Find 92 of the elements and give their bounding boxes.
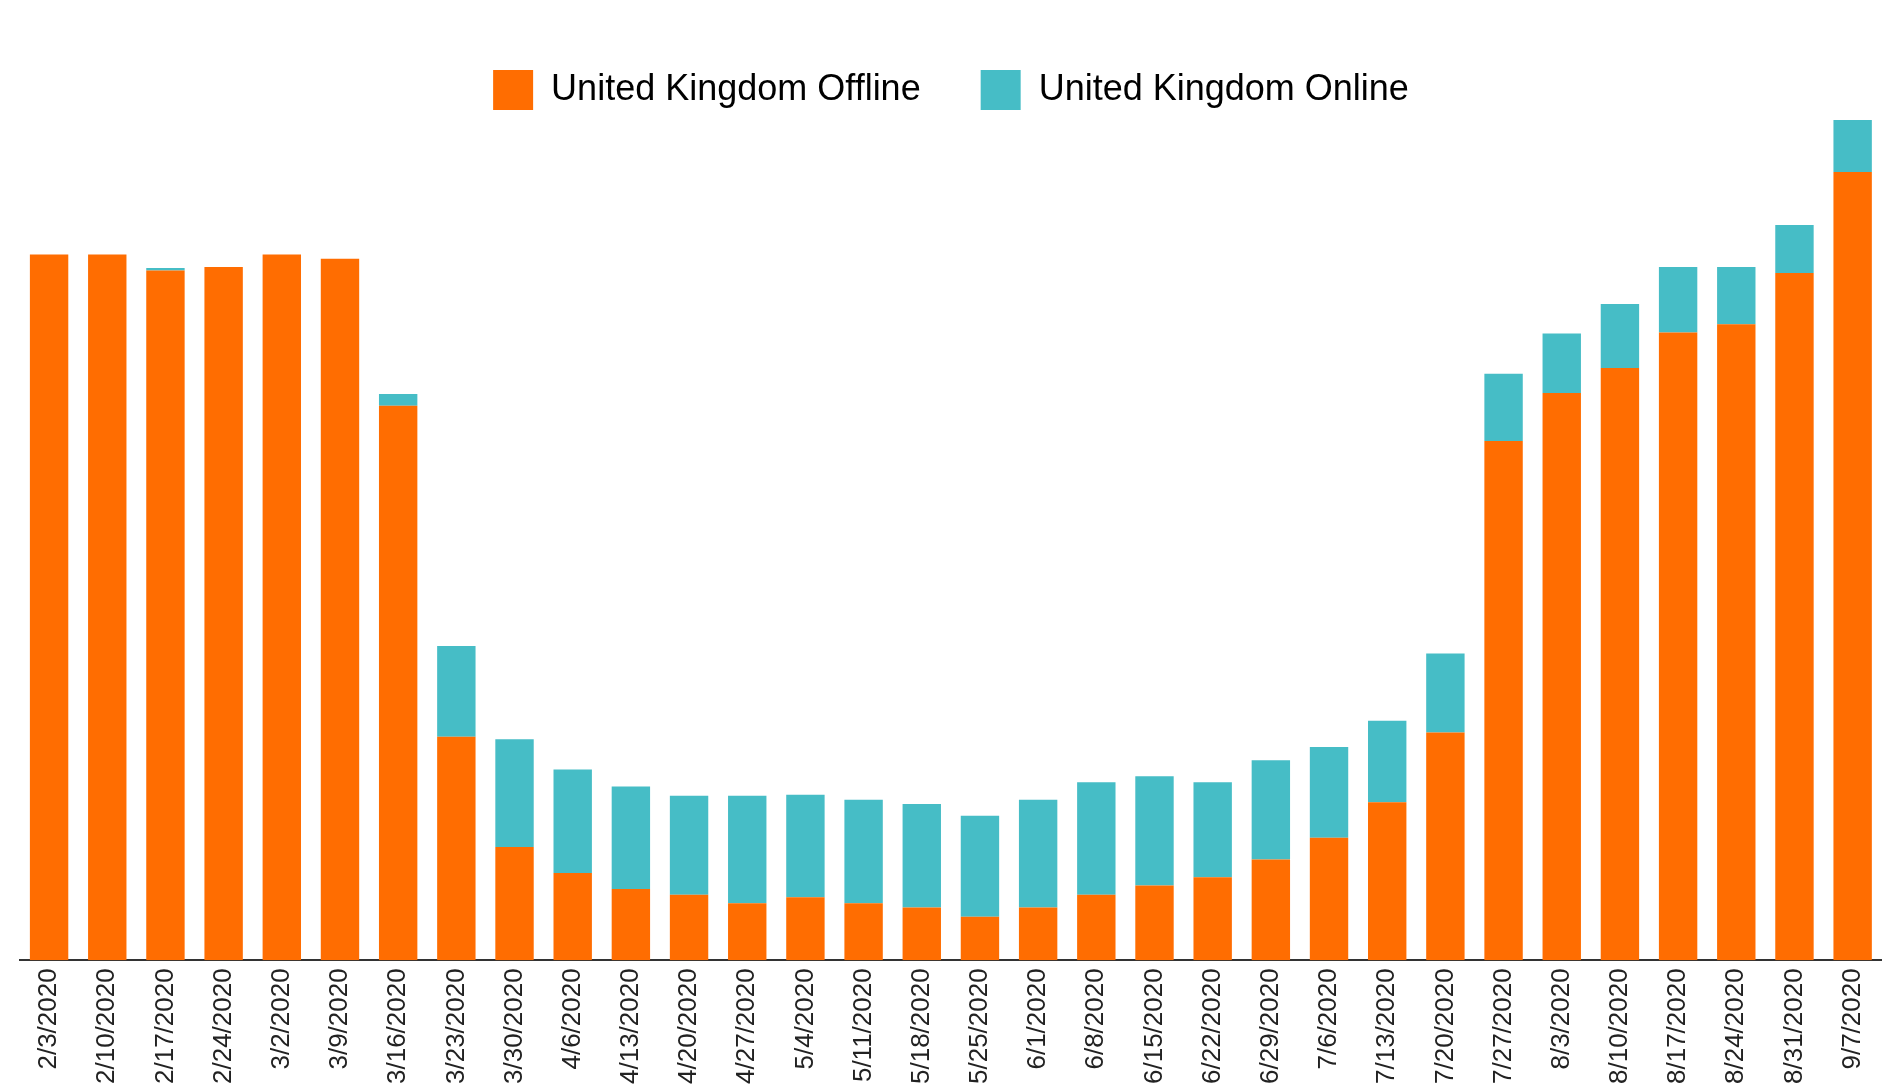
- bar: [1542, 333, 1581, 394]
- x-tick-label: 4/27/2020: [730, 968, 761, 1084]
- bar: [1717, 324, 1756, 961]
- x-tick-label: 8/17/2020: [1661, 968, 1692, 1084]
- x-tick-label: 6/29/2020: [1254, 968, 1285, 1084]
- bar: [1426, 732, 1465, 961]
- bar: [728, 903, 767, 961]
- bar: [1658, 332, 1698, 961]
- bar: [437, 646, 476, 737]
- bar: [1600, 367, 1640, 961]
- bar: [1484, 373, 1523, 442]
- bar: [1717, 267, 1756, 325]
- x-tick-label: 8/31/2020: [1777, 968, 1808, 1084]
- bar: [902, 804, 941, 908]
- bar: [1368, 720, 1407, 803]
- legend-label: United Kingdom Online: [1038, 66, 1409, 108]
- x-tick-label: 3/23/2020: [439, 968, 470, 1084]
- bar: [902, 907, 941, 961]
- x-tick-label: 7/6/2020: [1312, 968, 1343, 1070]
- x-tick-label: 5/25/2020: [963, 968, 994, 1084]
- bar: [1309, 746, 1349, 838]
- bar: [1309, 837, 1349, 961]
- bar: [1193, 877, 1232, 961]
- bar: [786, 794, 825, 898]
- x-tick-label: 5/18/2020: [904, 968, 935, 1084]
- bar: [495, 739, 534, 847]
- bar: [1077, 782, 1116, 895]
- bar: [437, 736, 476, 961]
- x-tick-label: 3/9/2020: [323, 968, 354, 1070]
- bar: [204, 267, 243, 961]
- bar: [960, 815, 1000, 917]
- bar: [728, 795, 767, 904]
- bar: [960, 916, 1000, 961]
- bar: [378, 405, 418, 961]
- bar: [1600, 304, 1640, 368]
- bar: [1484, 441, 1523, 961]
- x-tick-label: 7/13/2020: [1370, 968, 1401, 1084]
- bar: [844, 903, 883, 961]
- bar: [1077, 894, 1116, 961]
- x-tick-label: 2/17/2020: [148, 968, 179, 1084]
- x-tick-label: 6/8/2020: [1079, 968, 1110, 1070]
- x-tick-label: 8/24/2020: [1719, 968, 1750, 1084]
- bar: [29, 254, 69, 961]
- bar: [495, 846, 534, 961]
- x-tick-label: 7/20/2020: [1428, 968, 1459, 1084]
- bar: [1833, 172, 1872, 961]
- x-tick-label: 8/10/2020: [1603, 968, 1634, 1084]
- x-tick-label: 9/7/2020: [1835, 968, 1866, 1070]
- bar: [1542, 393, 1581, 961]
- bar: [669, 894, 709, 961]
- x-tick-label: 4/20/2020: [672, 968, 703, 1084]
- legend-label: United Kingdom Offline: [551, 66, 921, 108]
- bar: [262, 254, 302, 961]
- bar: [1135, 776, 1174, 886]
- x-tick-label: 8/3/2020: [1544, 968, 1575, 1070]
- bar: [1018, 907, 1058, 961]
- bar: [1426, 653, 1465, 733]
- x-tick-label: 2/10/2020: [90, 968, 121, 1084]
- bar: [1135, 885, 1174, 961]
- bar: [1018, 799, 1058, 908]
- x-tick-label: 5/11/2020: [846, 968, 877, 1083]
- x-tick-label: 3/30/2020: [497, 968, 528, 1084]
- x-tick-label: 2/24/2020: [206, 968, 237, 1084]
- bar: [1833, 120, 1872, 173]
- bar: [844, 799, 883, 904]
- bar: [1251, 859, 1291, 961]
- x-tick-label: 7/27/2020: [1486, 968, 1517, 1084]
- bar: [320, 258, 360, 961]
- bar: [669, 795, 709, 895]
- x-tick-label: 6/1/2020: [1021, 968, 1052, 1070]
- bar: [553, 769, 592, 873]
- x-tick-label: 6/15/2020: [1137, 968, 1168, 1084]
- bar: [146, 270, 185, 961]
- x-tick-label: 5/4/2020: [788, 968, 819, 1070]
- bar: [1775, 225, 1814, 273]
- x-tick-label: 3/2/2020: [264, 968, 295, 1070]
- bar: [553, 872, 592, 961]
- x-tick-label: 4/6/2020: [555, 968, 586, 1070]
- bar: [88, 254, 127, 961]
- bar: [611, 888, 651, 961]
- bar: [378, 393, 418, 406]
- bar: [1193, 782, 1232, 878]
- bar: [1658, 267, 1698, 333]
- bar: [1251, 760, 1291, 860]
- bar: [1368, 802, 1407, 961]
- bar: [1775, 272, 1814, 961]
- x-tick-label: 4/13/2020: [614, 968, 645, 1084]
- bar: [611, 786, 651, 889]
- x-tick-label: 6/22/2020: [1195, 968, 1226, 1084]
- x-tick-label: 3/16/2020: [381, 968, 412, 1084]
- bar: [786, 897, 825, 961]
- x-tick-label: 2/3/2020: [32, 968, 63, 1070]
